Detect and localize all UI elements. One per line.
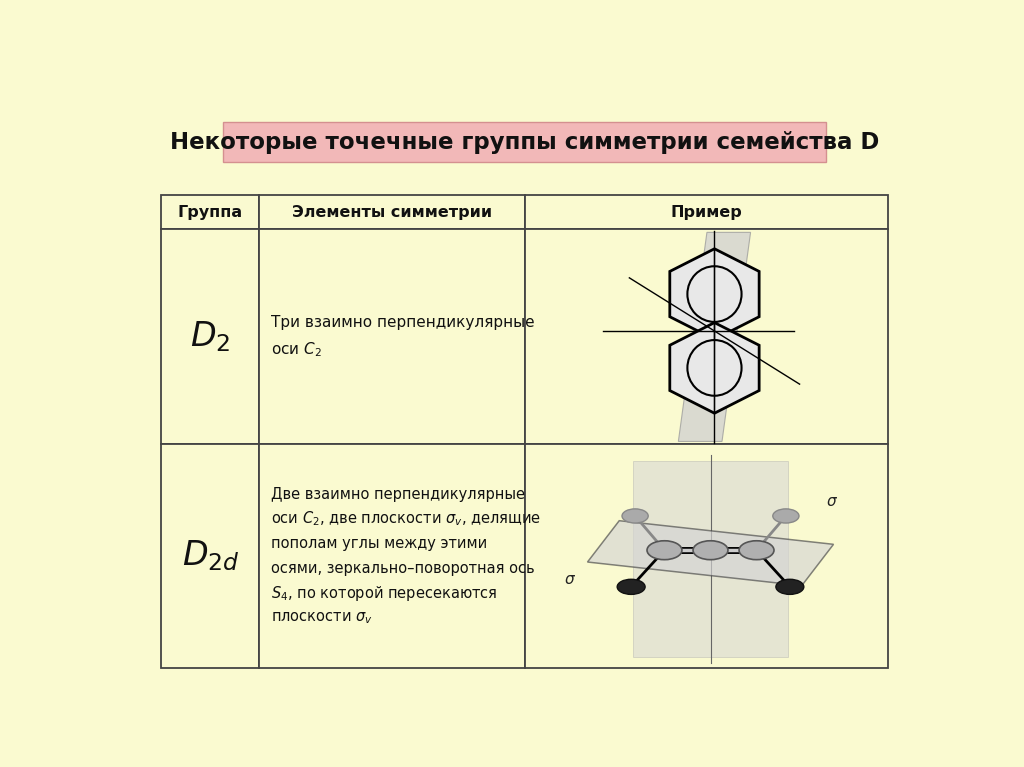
Bar <box>259 196 524 229</box>
Bar <box>633 461 787 657</box>
Ellipse shape <box>617 579 645 594</box>
Text: оси $C_2$: оси $C_2$ <box>271 341 323 359</box>
Polygon shape <box>670 323 759 413</box>
Text: Три взаимно перпендикулярные: Три взаимно перпендикулярные <box>271 314 535 330</box>
Text: $\sigma$: $\sigma$ <box>825 494 838 509</box>
Text: Элементы симметрии: Элементы симметрии <box>292 205 493 220</box>
Ellipse shape <box>622 509 648 523</box>
Bar <box>259 444 524 668</box>
Bar <box>259 229 524 444</box>
FancyBboxPatch shape <box>223 122 826 163</box>
Text: Две взаимно перпендикулярные: Две взаимно перпендикулярные <box>271 486 525 502</box>
Text: оси $C_2$, две плоскости $\sigma_v$, делящие: оси $C_2$, две плоскости $\sigma_v$, дел… <box>271 509 542 528</box>
Text: Группа: Группа <box>178 205 243 220</box>
Text: $D_{2d}$: $D_{2d}$ <box>181 538 240 574</box>
Text: $D_2$: $D_2$ <box>190 320 230 354</box>
Text: плоскости $\sigma_v$: плоскости $\sigma_v$ <box>271 611 373 626</box>
Ellipse shape <box>739 541 774 560</box>
Bar <box>162 229 259 444</box>
Bar <box>162 196 259 229</box>
Text: Некоторые точечные группы симметрии семейства D: Некоторые точечные группы симметрии семе… <box>170 130 880 153</box>
Bar <box>162 444 259 668</box>
Ellipse shape <box>776 579 804 594</box>
Text: пополам углы между этими: пополам углы между этими <box>271 536 487 551</box>
Ellipse shape <box>693 541 728 560</box>
Polygon shape <box>678 232 751 442</box>
Ellipse shape <box>773 509 799 523</box>
Bar <box>524 444 888 668</box>
Polygon shape <box>670 249 759 339</box>
Text: $\sigma$: $\sigma$ <box>563 572 575 588</box>
Text: осями, зеркально–поворотная ось: осями, зеркально–поворотная ось <box>271 561 535 576</box>
Polygon shape <box>588 521 834 586</box>
Text: $S_4$, по которой пересекаются: $S_4$, по которой пересекаются <box>271 584 498 603</box>
Ellipse shape <box>647 541 682 560</box>
Bar <box>524 196 888 229</box>
Text: Пример: Пример <box>671 205 742 220</box>
Bar <box>524 229 888 444</box>
